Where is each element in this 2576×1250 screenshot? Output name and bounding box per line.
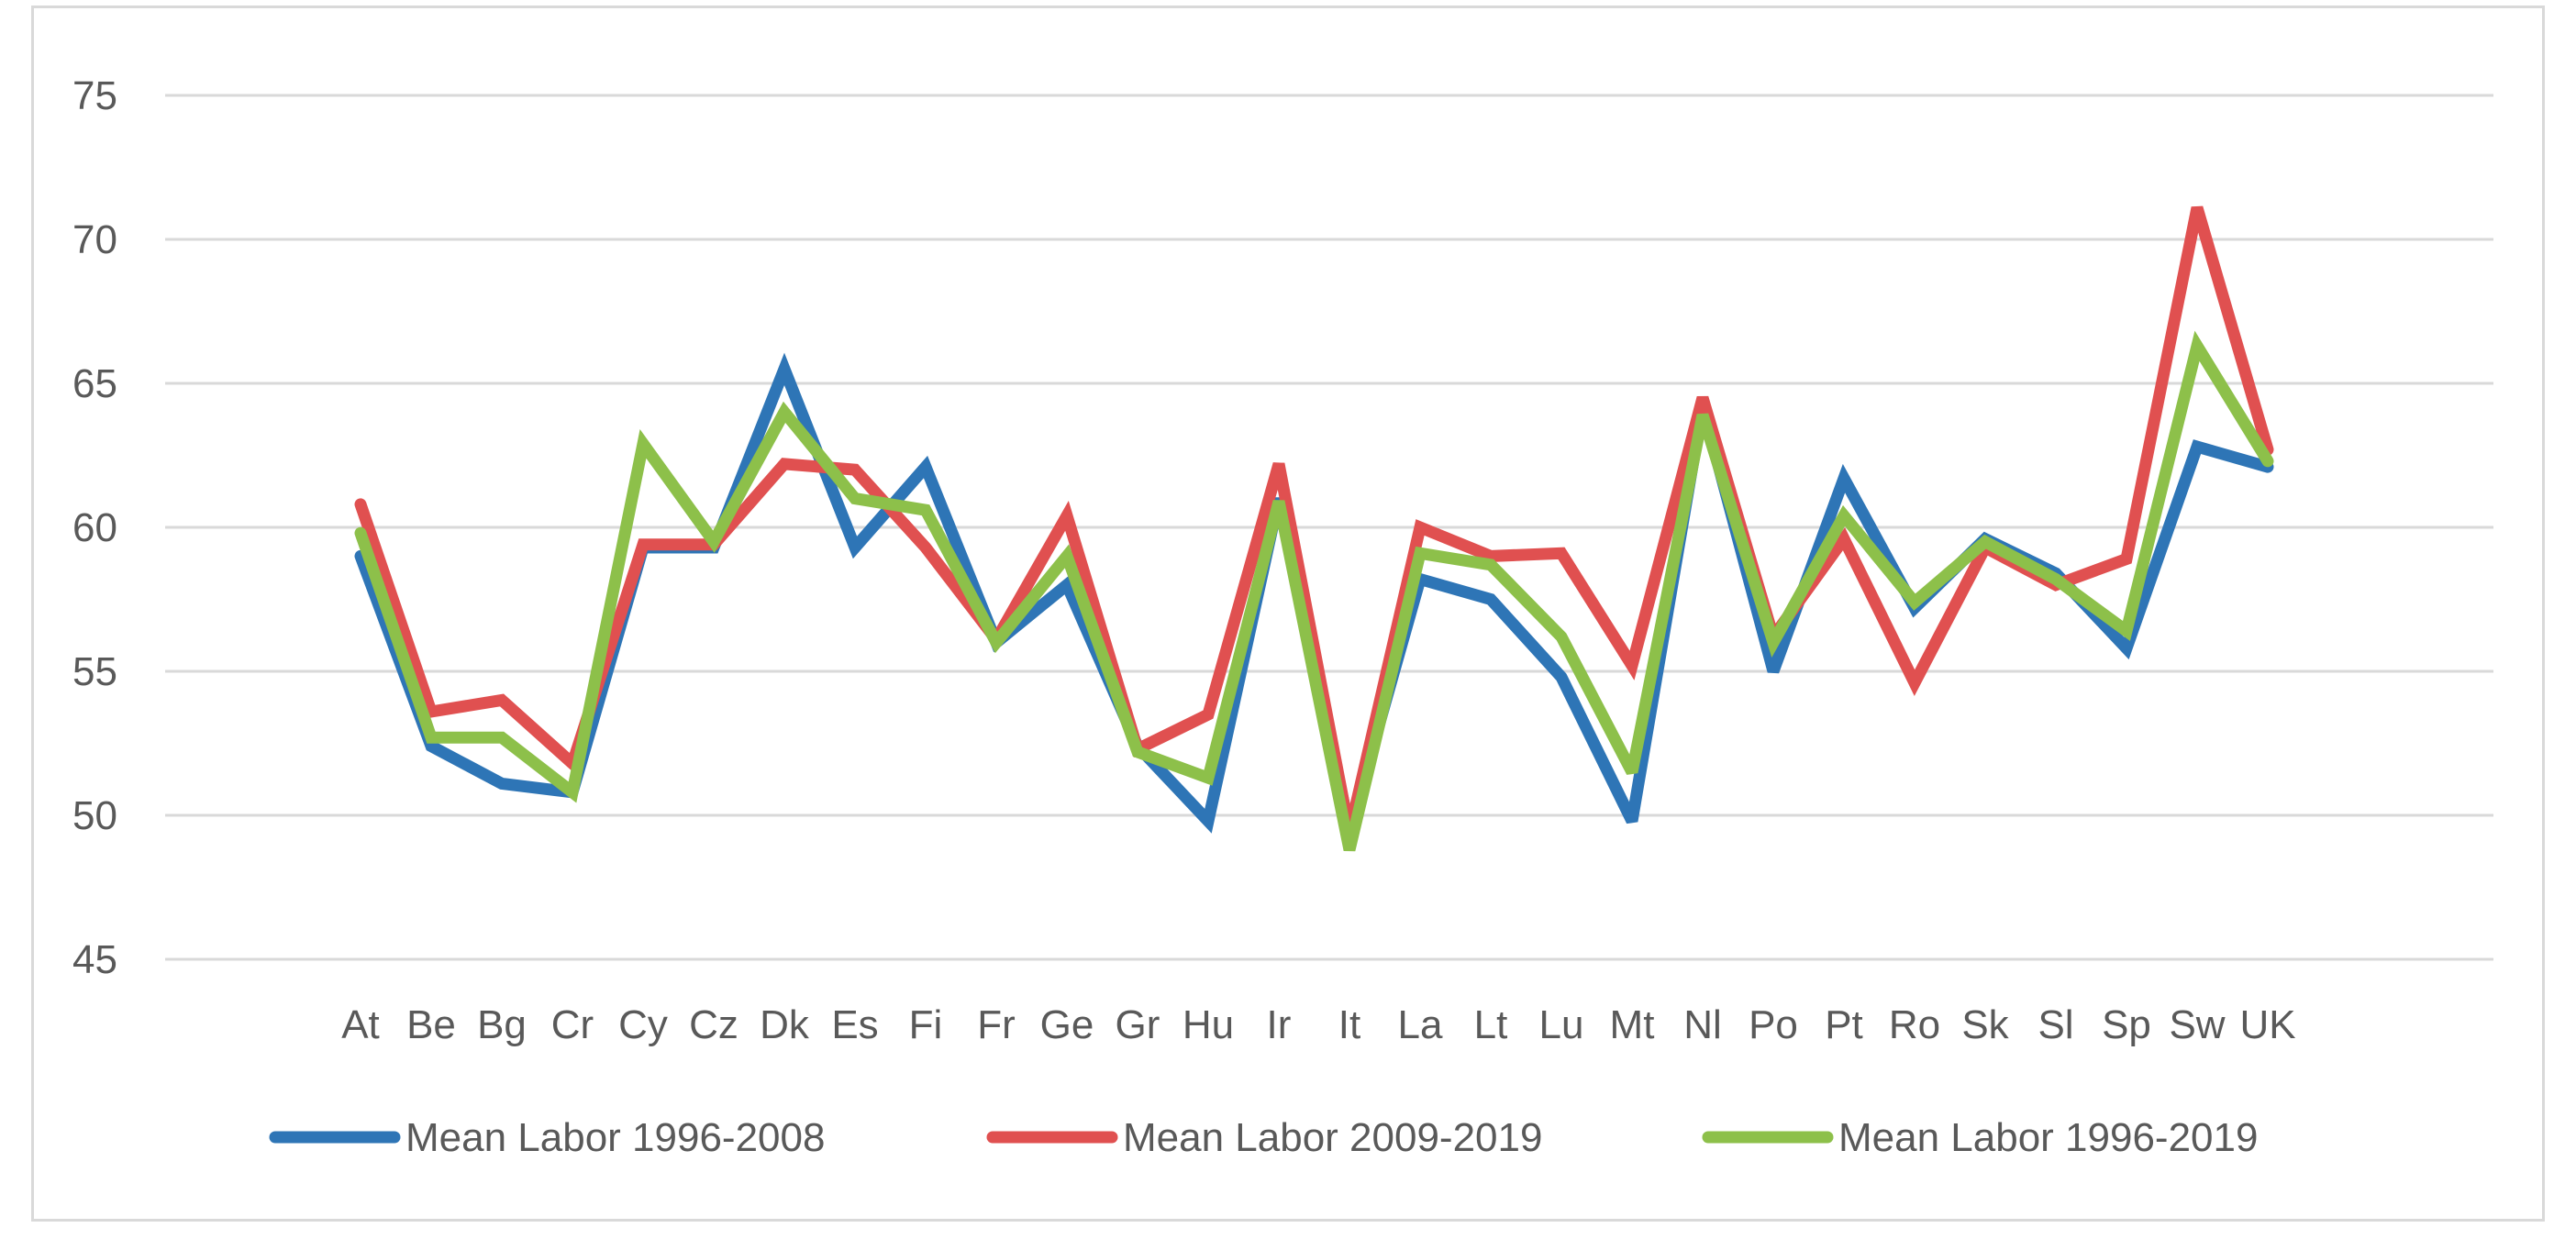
y-tick-label: 55 [72, 649, 117, 694]
series-line-1 [354, 352, 2274, 834]
legend-label-2: Mean Labor 2009-2019 [1123, 1115, 1542, 1160]
x-tick-label: Es [831, 1002, 878, 1047]
x-tick-label: Bg [477, 1002, 527, 1047]
y-tick-label: 70 [72, 217, 117, 262]
x-tick-label: Nl [1683, 1002, 1722, 1047]
series-lines [354, 205, 2274, 852]
x-tick-label: Fi [909, 1002, 943, 1047]
x-tick-label: Cz [689, 1002, 738, 1047]
x-tick-label: It [1338, 1002, 1360, 1047]
x-tick-label: Cr [551, 1002, 594, 1047]
x-tick-label: Ir [1267, 1002, 1292, 1047]
x-tick-label: Po [1749, 1002, 1798, 1047]
x-tick-label: Hu [1183, 1002, 1234, 1047]
x-tick-label: Lt [1474, 1002, 1508, 1047]
x-tick-label: Ro [1889, 1002, 1940, 1047]
legend-label-1: Mean Labor 1996-2008 [405, 1115, 825, 1160]
x-tick-label: Sw [2169, 1002, 2225, 1047]
y-tick-label: 60 [72, 505, 117, 550]
legend-label-3: Mean Labor 1996-2019 [1838, 1115, 2258, 1160]
x-tick-label: Cy [618, 1002, 668, 1047]
gridlines [165, 94, 2493, 961]
x-tick-label: Ge [1040, 1002, 1094, 1047]
x-tick-label: Sl [2037, 1002, 2073, 1047]
x-tick-label: UK [2239, 1002, 2295, 1047]
x-tick-label: Pt [1825, 1002, 1863, 1047]
x-tick-label: Sp [2102, 1002, 2151, 1047]
x-tick-label: Be [406, 1002, 456, 1047]
y-tick-label: 65 [72, 361, 117, 406]
y-tick-label: 50 [72, 793, 117, 838]
y-axis-ticks: 45 50 55 60 65 70 75 [72, 73, 117, 982]
y-tick-label: 75 [72, 73, 117, 118]
x-tick-label: La [1398, 1002, 1443, 1047]
legend: Mean Labor 1996-2008 Mean Labor 2009-2019… [269, 1115, 2258, 1160]
y-tick-label: 45 [72, 937, 117, 982]
x-axis-ticks: At Be Bg Cr Cy Cz Dk Es Fi Fr Ge Gr Hu Ir It La Lt Lu Mt Nl… [341, 1002, 2295, 1047]
series-line-3 [354, 330, 2274, 852]
x-tick-label: Gr [1116, 1002, 1160, 1047]
x-tick-label: Fr [977, 1002, 1016, 1047]
x-tick-label: At [341, 1002, 380, 1047]
x-tick-label: Sk [1961, 1002, 2009, 1047]
series-line-2 [354, 205, 2274, 835]
x-tick-label: Dk [760, 1002, 810, 1047]
x-tick-label: Mt [1610, 1002, 1655, 1047]
x-tick-label: Lu [1539, 1002, 1584, 1047]
